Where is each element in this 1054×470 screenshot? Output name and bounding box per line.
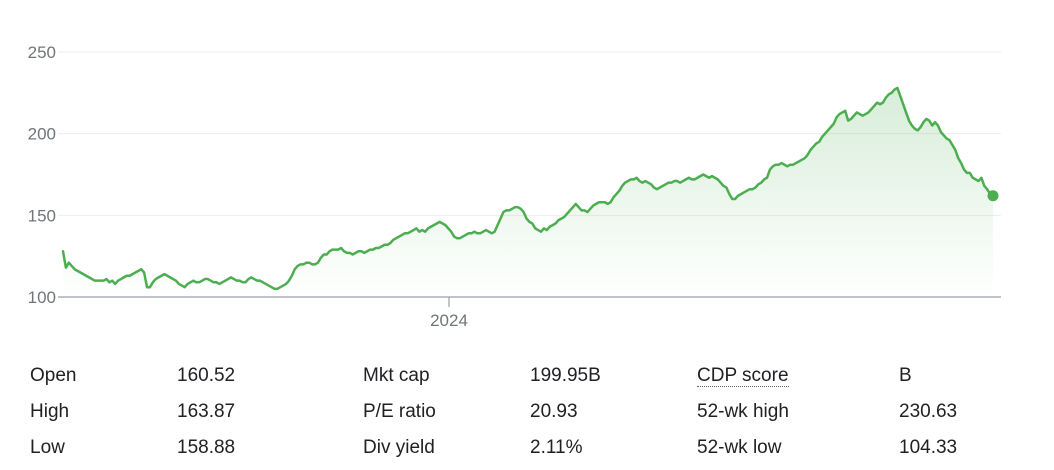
current-price-dot (987, 190, 999, 202)
y-tick-label: 150 (28, 206, 56, 225)
price-area (63, 87, 993, 298)
stat-value-div-yield: 2.11% (530, 437, 583, 458)
stat-label-52wk-high: 52-wk high (697, 401, 789, 422)
x-axis: 2024 (58, 296, 1001, 330)
stats-row-open: Open 160.52 Mkt cap 199.95B CDP score B (30, 358, 1030, 394)
x-tick-label: 2024 (430, 311, 468, 330)
stock-chart[interactable]: 100 150 200 250 2024 (0, 0, 1054, 345)
stat-value-mkt-cap: 199.95B (530, 365, 601, 386)
price-line (61, 86, 995, 291)
stat-value-52wk-low: 104.33 (899, 437, 958, 458)
stat-value-52wk-high: 230.63 (899, 401, 958, 422)
stat-value-cdp-score: B (899, 365, 912, 386)
stat-label-div-yield: Div yield (363, 437, 435, 458)
stat-label-mkt-cap: Mkt cap (363, 365, 430, 386)
stats-table: Open 160.52 Mkt cap 199.95B CDP score B … (30, 358, 1030, 466)
stat-label-low: Low (30, 437, 65, 458)
stats-row-high: High 163.87 P/E ratio 20.93 52-wk high 2… (30, 394, 1030, 430)
y-tick-label: 200 (28, 125, 56, 144)
stat-label-52wk-low: 52-wk low (697, 437, 782, 458)
stat-value-high: 163.87 (177, 401, 236, 422)
stat-label-high: High (30, 401, 70, 422)
stat-label-pe-ratio: P/E ratio (363, 401, 436, 422)
price-area-fill (63, 87, 993, 298)
y-tick-label: 100 (28, 288, 56, 307)
current-price-marker (987, 190, 999, 202)
stock-chart-svg[interactable]: 100 150 200 250 2024 (0, 0, 1054, 345)
stat-value-pe-ratio: 20.93 (530, 401, 578, 422)
price-line-path (61, 86, 995, 291)
y-axis-ticks: 100 150 200 250 (28, 43, 56, 307)
stat-value-low: 158.88 (177, 437, 236, 458)
cdp-score-link[interactable]: CDP score (697, 365, 789, 387)
stats-row-low: Low 158.88 Div yield 2.11% 52-wk low 104… (30, 430, 1030, 466)
stat-label-open: Open (30, 365, 77, 386)
stat-value-open: 160.52 (177, 365, 236, 386)
y-tick-label: 250 (28, 43, 56, 62)
